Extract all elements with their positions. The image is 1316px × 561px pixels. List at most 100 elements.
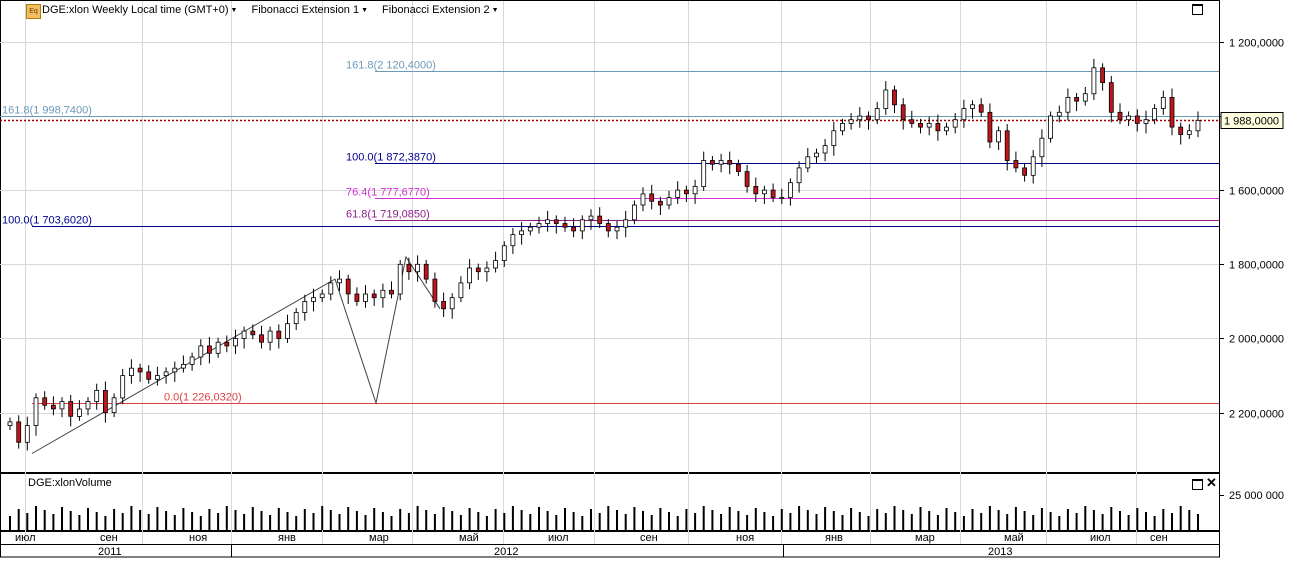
candle-body xyxy=(475,267,481,273)
last-price-box xyxy=(1220,112,1284,129)
candle-body xyxy=(970,104,975,109)
candle-body xyxy=(380,289,386,299)
candle-body xyxy=(1169,97,1175,128)
candle-body xyxy=(501,245,507,262)
close-icon[interactable]: ✕ xyxy=(1206,475,1217,490)
candle-body xyxy=(311,297,316,302)
candle-body xyxy=(571,226,576,232)
candle-body xyxy=(111,397,117,413)
month-label: июл xyxy=(15,532,36,544)
study-2-dropdown[interactable]: Fibonacci Extension 2 ▼ xyxy=(382,4,499,16)
candle-body xyxy=(1160,97,1166,109)
candle-body xyxy=(267,330,273,343)
candle-body xyxy=(579,219,585,232)
candle-body xyxy=(1126,115,1131,121)
candle-body xyxy=(337,278,342,284)
price-tick-label: 2 200,0000 xyxy=(1229,409,1284,421)
fib-level-label: 0.0(1 226,0320) xyxy=(164,392,242,404)
candle-body xyxy=(198,345,204,358)
month-label: сен xyxy=(1150,532,1168,544)
candle-body xyxy=(918,123,923,128)
candle-body xyxy=(1186,130,1192,135)
candle-body xyxy=(926,123,932,128)
symbol-title-dropdown[interactable]: DGE:xlon Weekly Local time (GMT+0) ▼ xyxy=(42,4,237,16)
candle-body xyxy=(354,293,360,302)
candle-body xyxy=(233,338,238,347)
candle-body xyxy=(1178,126,1184,135)
candle-body xyxy=(527,226,533,232)
candle-body xyxy=(42,397,48,406)
candle-body xyxy=(189,356,195,365)
month-label: июл xyxy=(548,532,569,544)
candle-body xyxy=(7,421,13,426)
fib-level-label: 100.0(1 872,3870) xyxy=(346,152,436,164)
month-label: янв xyxy=(825,532,843,544)
candle-body xyxy=(441,300,447,310)
candle-body xyxy=(805,156,811,169)
candle-body xyxy=(1074,97,1079,102)
candle-body xyxy=(458,282,464,299)
candle-body xyxy=(666,197,672,206)
candle-body xyxy=(120,375,126,399)
candle-body xyxy=(51,404,56,410)
candle-body xyxy=(1134,115,1140,124)
candle-body xyxy=(684,189,689,195)
fib-level-label: 61.8(1 719,0850) xyxy=(346,209,430,221)
study-2-label: Fibonacci Extension 2 xyxy=(382,4,490,16)
candle-body xyxy=(692,185,698,195)
candle-body xyxy=(796,167,802,184)
candle-body xyxy=(1100,67,1105,84)
maximize-icon[interactable] xyxy=(1192,4,1203,15)
candle-body xyxy=(154,375,160,380)
study-1-dropdown[interactable]: Fibonacci Extension 1 ▼ xyxy=(251,4,368,16)
month-label: сен xyxy=(640,532,658,544)
candle-body xyxy=(727,160,733,165)
candle-body xyxy=(389,289,394,295)
candle-body xyxy=(831,130,837,147)
candle-body xyxy=(467,267,473,284)
candle-body xyxy=(866,115,871,121)
candle-body xyxy=(1117,111,1123,121)
candle-body xyxy=(753,185,759,195)
candle-body xyxy=(822,145,828,154)
candle-body xyxy=(406,263,412,273)
candle-body xyxy=(649,193,655,202)
candle-body xyxy=(779,197,785,200)
candle-body xyxy=(744,171,750,187)
candle-body xyxy=(68,401,74,417)
candle-body xyxy=(1004,130,1010,161)
eq-icon[interactable]: Eq xyxy=(26,4,41,19)
candle-body xyxy=(892,89,897,106)
maximize-volume-icon[interactable] xyxy=(1192,479,1203,490)
candle-body xyxy=(1065,97,1071,113)
candle-body xyxy=(1152,108,1157,121)
fib-level-label: 76.4(1 777,6770) xyxy=(346,187,430,199)
candle-body xyxy=(397,263,403,295)
study-1-label: Fibonacci Extension 1 xyxy=(251,4,360,16)
candle-body xyxy=(996,130,1001,143)
month-label: ноя xyxy=(736,532,754,544)
month-label: май xyxy=(1004,532,1024,544)
candle-body xyxy=(588,215,594,221)
price-tick-label: 1 600,0000 xyxy=(1229,186,1284,198)
candle-body xyxy=(128,367,134,377)
candle-body xyxy=(848,119,854,124)
candle-body xyxy=(701,160,707,187)
price-tick-label: 1 200,0000 xyxy=(1229,38,1284,50)
candle-body xyxy=(293,312,299,325)
candle-body xyxy=(1091,67,1097,95)
month-label: сен xyxy=(100,532,118,544)
year-label: 2013 xyxy=(988,546,1012,558)
candle-body xyxy=(33,397,39,426)
candle-body xyxy=(632,204,637,221)
candle-body xyxy=(24,425,30,443)
candle-body xyxy=(814,152,819,158)
symbol-title: DGE:xlon Weekly Local time (GMT+0) xyxy=(42,4,229,16)
candle-body xyxy=(961,108,967,121)
candle-body xyxy=(788,182,793,198)
candle-body xyxy=(944,126,949,132)
candle-body xyxy=(432,278,438,302)
candle-body xyxy=(597,215,603,224)
chevron-down-icon: ▼ xyxy=(230,6,238,14)
